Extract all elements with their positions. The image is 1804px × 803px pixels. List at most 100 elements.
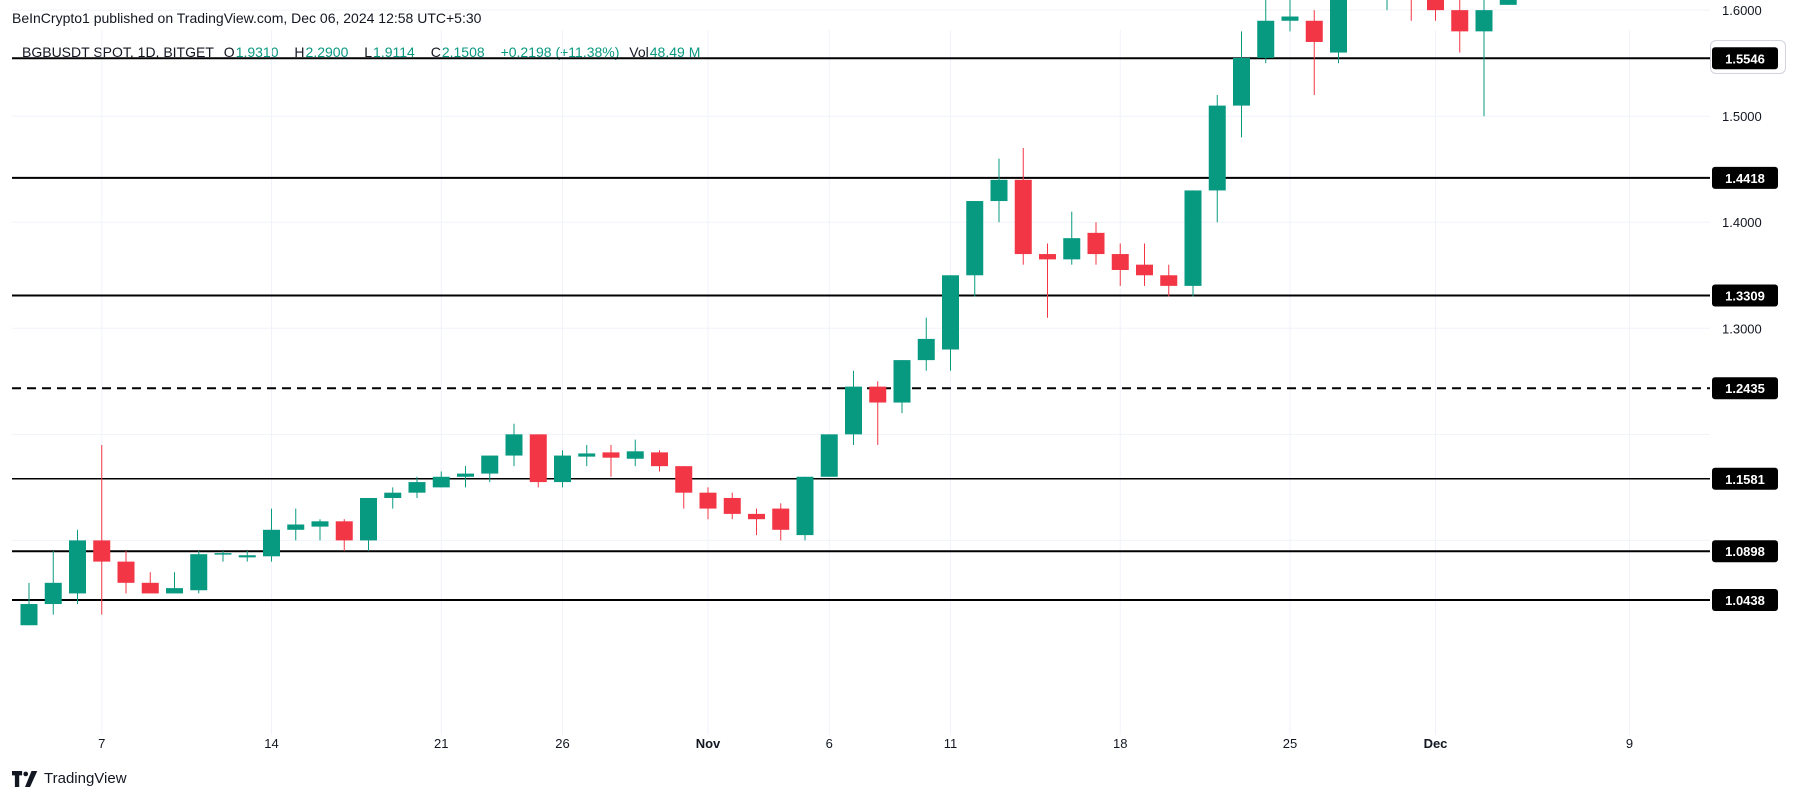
candle-body[interactable] <box>1014 179 1032 255</box>
candle-body[interactable] <box>1111 254 1129 270</box>
x-tick-label: 18 <box>1113 736 1127 751</box>
candle-body[interactable] <box>190 554 208 591</box>
volume-value: 48.49 M <box>649 44 701 60</box>
candle-body[interactable] <box>893 360 911 403</box>
change-value: +0.2198 (+11.38%) <box>500 44 620 60</box>
candle-body[interactable] <box>1305 20 1323 42</box>
candle-body[interactable] <box>699 492 717 509</box>
close-value: 2.1508 <box>441 44 485 60</box>
tradingview-logo-icon <box>12 770 38 787</box>
candle-body[interactable] <box>820 434 838 477</box>
x-tick-label: 21 <box>434 736 448 751</box>
candle-body[interactable] <box>141 582 159 594</box>
level-price-tag[interactable] <box>1712 377 1778 400</box>
candle-body[interactable] <box>1087 232 1105 255</box>
candle-body[interactable] <box>917 338 935 361</box>
ohlc-legend: BGBUSDT SPOT, 1D, BITGET O1.9310 H2.2900… <box>22 44 712 60</box>
candle-body[interactable] <box>1136 264 1153 276</box>
candle-body[interactable] <box>69 540 86 594</box>
candle-body[interactable] <box>1257 20 1275 58</box>
candle-body[interactable] <box>1330 0 1347 53</box>
candle-body[interactable] <box>432 476 450 488</box>
high-label: H <box>294 44 305 60</box>
candle-body[interactable] <box>360 497 377 541</box>
candle-body[interactable] <box>990 179 1008 202</box>
level-price-tag[interactable] <box>1712 47 1778 70</box>
candle-body[interactable] <box>408 482 426 493</box>
candle-body[interactable] <box>869 386 887 403</box>
x-tick-label: 11 <box>944 736 958 751</box>
candle-body[interactable] <box>1184 190 1202 286</box>
y-tick-label: 1.3000 <box>1722 321 1762 336</box>
candle-body[interactable] <box>238 555 256 558</box>
open-label: O <box>223 44 235 60</box>
level-price-tag-label: 1.1581 <box>1725 472 1765 487</box>
level-price-tag[interactable] <box>1712 467 1778 490</box>
level-price-tag[interactable] <box>1712 589 1778 611</box>
x-tick-label: 7 <box>98 736 105 751</box>
candle-body[interactable] <box>311 521 329 527</box>
candle-body[interactable] <box>1208 105 1226 191</box>
candle-body[interactable] <box>845 386 862 435</box>
candle-body[interactable] <box>651 452 668 467</box>
candle-body[interactable] <box>1233 57 1250 106</box>
x-tick-label: 25 <box>1283 736 1297 751</box>
candle-body[interactable] <box>966 201 984 276</box>
candle-body[interactable] <box>1499 0 1517 5</box>
symbol-label[interactable]: BGBUSDT SPOT, 1D, BITGET <box>22 44 214 60</box>
candle-body[interactable] <box>20 604 38 626</box>
level-price-tag-label: 1.3309 <box>1725 289 1765 304</box>
candle-body[interactable] <box>117 561 135 583</box>
candle-body[interactable] <box>942 275 959 350</box>
candle-body[interactable] <box>93 540 111 562</box>
candle-body[interactable] <box>796 476 814 536</box>
x-tick-label: 9 <box>1626 736 1633 751</box>
candle-body[interactable] <box>263 529 280 557</box>
candlestick-chart[interactable]: 1.30001.40001.50001.60001.70001.90002.00… <box>0 0 1804 770</box>
x-tick-label: Dec <box>1424 736 1448 751</box>
level-price-tag[interactable] <box>1712 166 1778 189</box>
level-price-tag[interactable] <box>1712 540 1778 563</box>
candle-body[interactable] <box>505 434 523 456</box>
candle-body[interactable] <box>481 455 499 474</box>
candle-body[interactable] <box>457 473 474 477</box>
candle-body[interactable] <box>287 524 305 530</box>
level-price-tag-label: 1.2435 <box>1725 381 1765 396</box>
level-price-tag[interactable] <box>1712 284 1778 307</box>
candle-body[interactable] <box>602 452 620 458</box>
candle-body[interactable] <box>675 466 693 493</box>
x-tick-label: 26 <box>555 736 569 751</box>
candle-body[interactable] <box>626 451 644 459</box>
candle-body[interactable] <box>1281 16 1299 21</box>
candle-body[interactable] <box>384 492 402 498</box>
low-value: 1.9114 <box>373 44 415 60</box>
candle-body[interactable] <box>748 513 765 520</box>
x-tick-label: 14 <box>264 736 278 751</box>
candle-body[interactable] <box>1063 238 1081 260</box>
candle-body[interactable] <box>1451 10 1469 32</box>
candle-body[interactable] <box>1475 10 1493 32</box>
candle-body[interactable] <box>772 508 790 530</box>
candle-body[interactable] <box>214 553 232 555</box>
open-value: 1.9310 <box>235 44 279 60</box>
high-value: 2.2900 <box>305 44 349 60</box>
candle-body[interactable] <box>44 582 62 605</box>
x-tick-label: Nov <box>696 736 721 751</box>
publisher-line: BeInCrypto1 published on TradingView.com… <box>12 10 482 26</box>
candle-body[interactable] <box>578 453 596 457</box>
close-label: C <box>430 44 441 60</box>
candle-body[interactable] <box>1427 0 1444 11</box>
footer-brand[interactable]: TradingView <box>12 770 127 787</box>
candle-body[interactable] <box>166 588 183 594</box>
volume-label: Vol <box>629 44 649 60</box>
low-label: L <box>364 44 373 60</box>
x-tick-label: 6 <box>826 736 833 751</box>
candle-body[interactable] <box>1039 254 1056 260</box>
footer-brand-label: TradingView <box>44 770 127 787</box>
candle-body[interactable] <box>554 455 571 483</box>
candle-body[interactable] <box>1160 275 1178 286</box>
candle-body[interactable] <box>335 521 353 541</box>
candle-body[interactable] <box>723 497 741 514</box>
y-tick-label: 1.4000 <box>1722 215 1762 230</box>
candle-body[interactable] <box>529 434 547 483</box>
